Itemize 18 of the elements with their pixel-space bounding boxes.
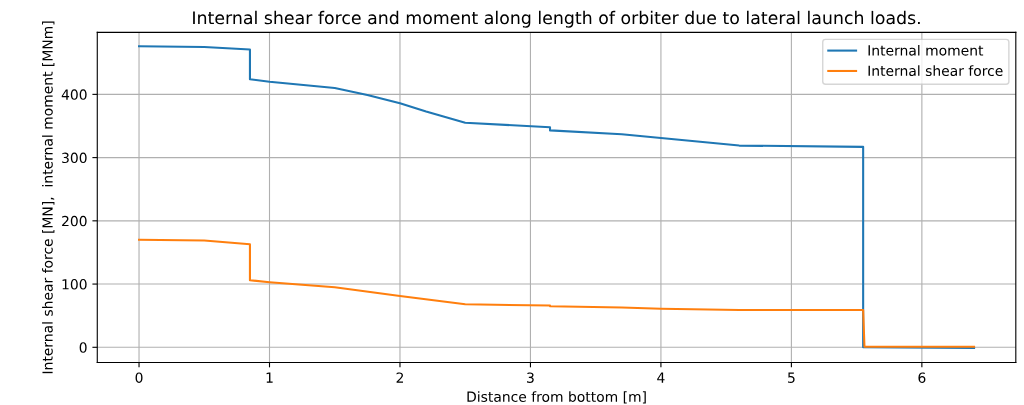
legend-label: Internal shear force bbox=[868, 65, 1003, 77]
x-tick-label: 0 bbox=[135, 372, 143, 383]
line-series bbox=[137, 238, 976, 348]
y-tick-label: 300 bbox=[62, 152, 87, 164]
chart-title: Internal shear force and moment along length of orbiter due to lateral launch loads. bbox=[193, 10, 920, 28]
x-tick-label: 1 bbox=[266, 372, 273, 383]
legend-label: Internal moment bbox=[868, 44, 984, 56]
y-tick-label: 0 bbox=[79, 342, 87, 353]
x-tick-label: 3 bbox=[527, 372, 534, 383]
y-tick-label: 200 bbox=[62, 215, 87, 227]
y-axis-title: Internal shear force [MN], internal moment [MNm] bbox=[42, 21, 55, 374]
x-axis-title: Distance from bottom [m] bbox=[467, 391, 646, 404]
x-tick-label: 6 bbox=[918, 372, 926, 383]
x-tick-label: 5 bbox=[788, 372, 795, 383]
y-tick-label: 100 bbox=[62, 279, 87, 290]
x-tick-label: 2 bbox=[396, 372, 403, 383]
y-tick-label: 400 bbox=[61, 89, 87, 100]
x-tick-label: 4 bbox=[657, 372, 665, 383]
